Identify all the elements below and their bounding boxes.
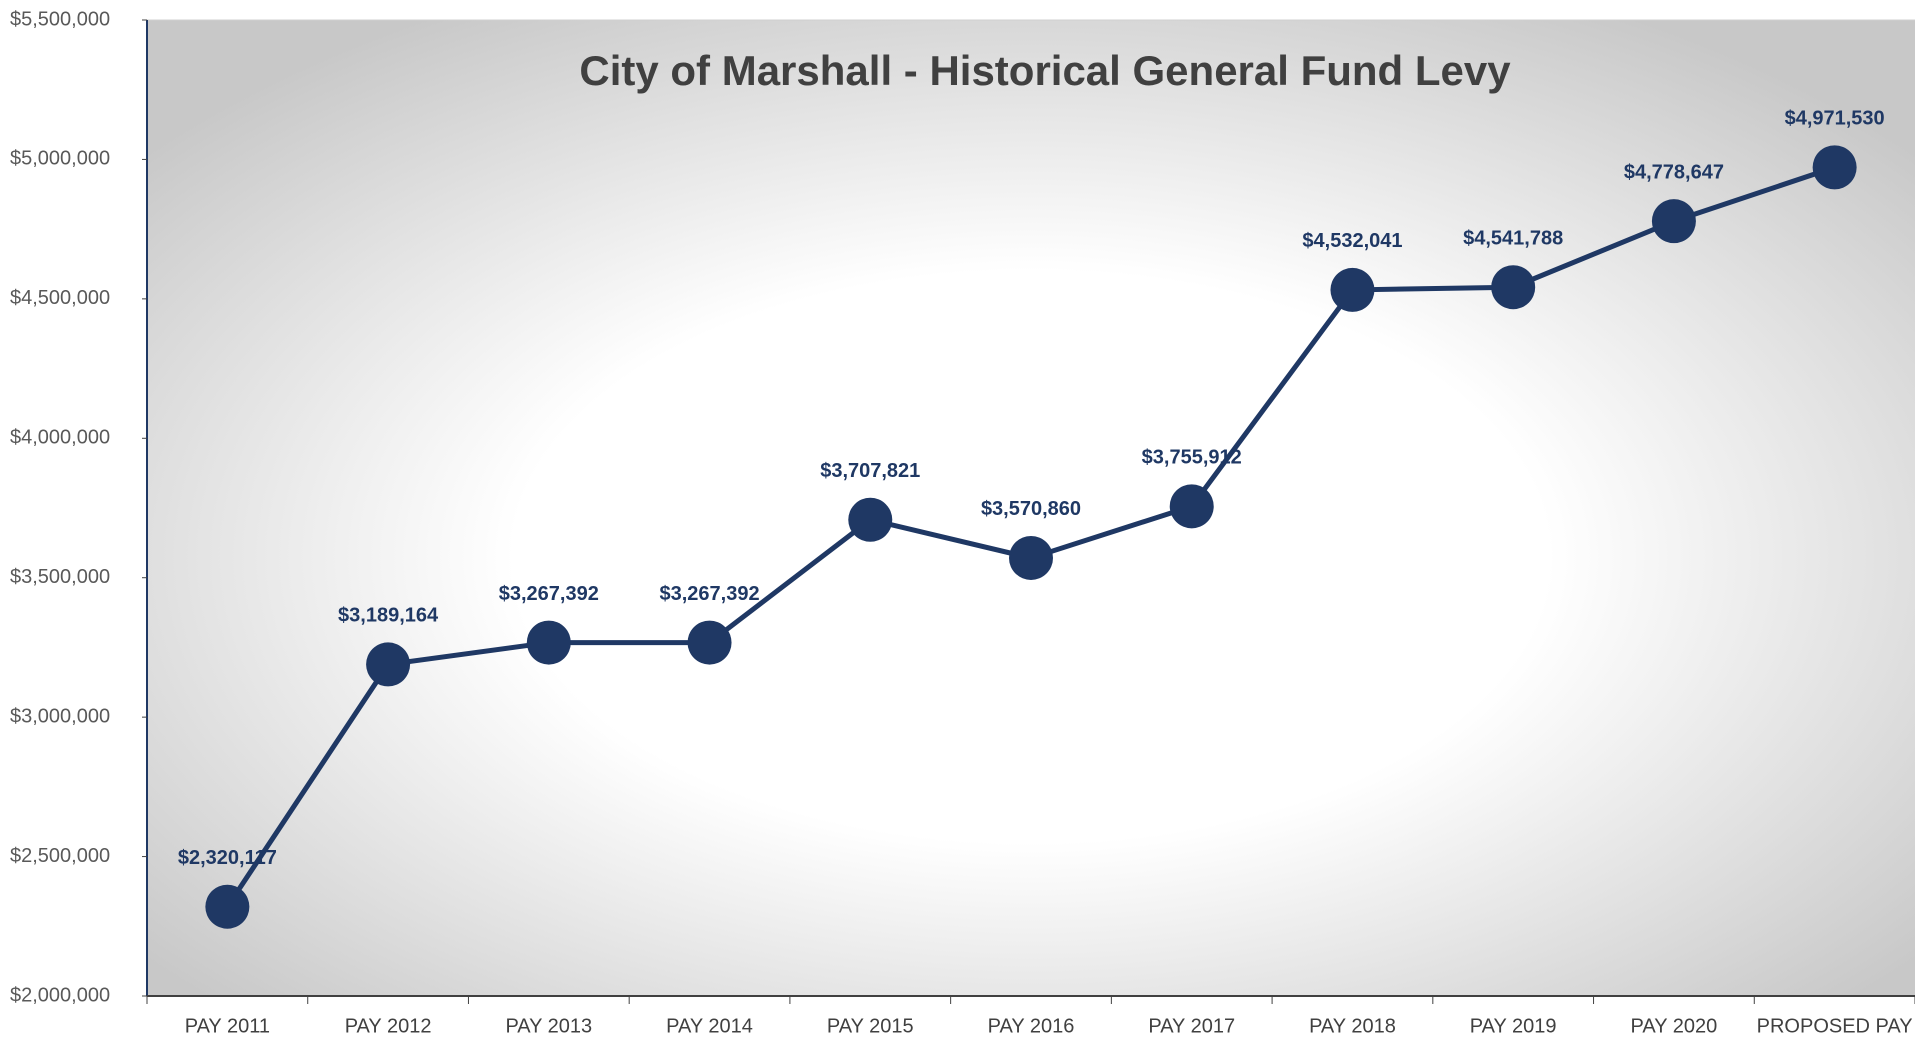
data-label: $2,320,117 (178, 847, 277, 869)
data-point (526, 620, 571, 665)
data-label: $4,778,647 (1624, 161, 1724, 183)
data-label: $3,267,392 (499, 583, 599, 605)
data-label: $3,267,392 (659, 583, 759, 605)
y-tick-label: $4,000,000 (10, 427, 110, 449)
y-tick-label: $5,000,000 (10, 148, 110, 170)
x-tick-label: PAY 2012 (345, 1015, 432, 1037)
data-label: $4,971,530 (1785, 108, 1885, 130)
x-tick-label: PROPOSED PAY (1757, 1015, 1913, 1037)
y-tick-label: $4,500,000 (10, 287, 110, 309)
data-point (366, 642, 411, 687)
data-point (848, 497, 893, 542)
x-tick-label: PAY 2018 (1309, 1015, 1396, 1037)
data-point (1812, 145, 1857, 190)
y-tick-label: $3,000,000 (10, 705, 110, 727)
x-tick-label: PAY 2020 (1631, 1015, 1718, 1037)
data-label: $4,541,788 (1463, 227, 1563, 249)
data-label: $3,755,912 (1142, 447, 1242, 469)
data-point (1330, 267, 1375, 312)
x-tick-label: PAY 2016 (988, 1015, 1075, 1037)
y-tick-label: $2,000,000 (10, 984, 110, 1006)
data-point (1491, 265, 1536, 310)
chart-title: City of Marshall - Historical General Fu… (579, 47, 1511, 94)
x-tick-label: PAY 2019 (1470, 1015, 1557, 1037)
data-label: $3,189,164 (338, 605, 439, 627)
data-point (1009, 535, 1053, 580)
x-tick-label: PAY 2011 (185, 1015, 270, 1037)
data-label: $3,707,821 (820, 460, 920, 482)
data-label: $4,532,041 (1302, 230, 1402, 252)
data-point (205, 884, 250, 929)
x-tick-label: PAY 2013 (505, 1015, 592, 1037)
plot-background (147, 20, 1915, 996)
y-tick-label: $3,500,000 (10, 566, 110, 588)
x-tick-label: PAY 2017 (1148, 1015, 1235, 1037)
data-point (687, 620, 732, 665)
x-tick-label: PAY 2014 (666, 1015, 753, 1037)
data-point (1169, 484, 1214, 529)
x-tick-label: PAY 2015 (827, 1015, 914, 1037)
y-tick-label: $2,500,000 (10, 845, 110, 867)
y-tick-label: $5,500,000 (10, 8, 110, 30)
data-label: $3,570,860 (981, 498, 1081, 520)
plot: $2,000,000 $2,500,000 $3,000,000 $3,500,000… (10, 8, 1915, 1037)
data-point (1651, 199, 1696, 244)
